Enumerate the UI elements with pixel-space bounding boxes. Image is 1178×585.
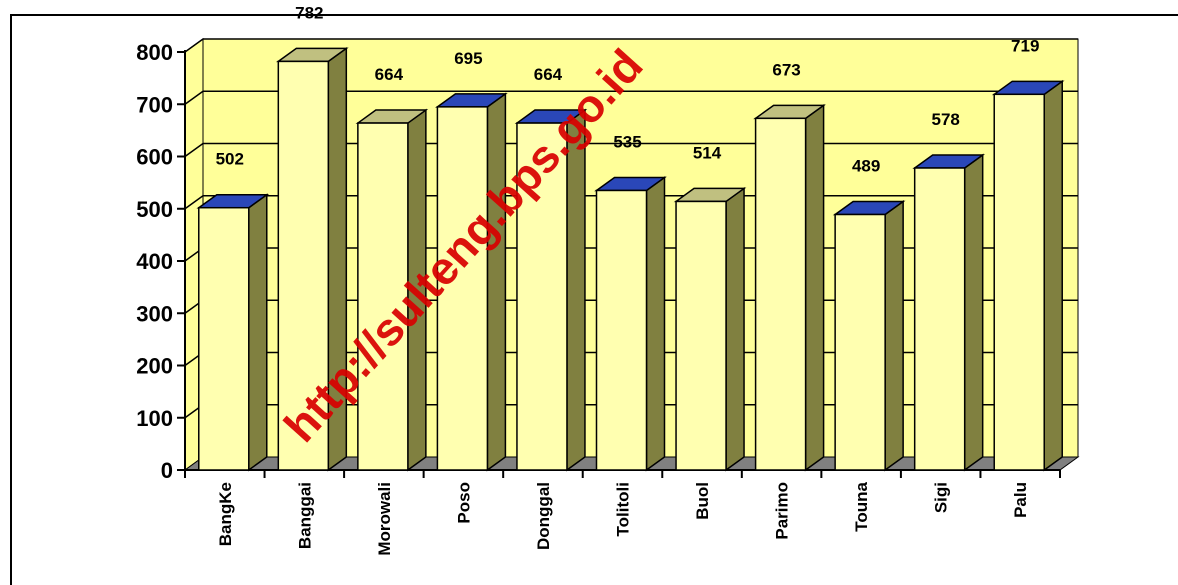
bar: [435, 92, 508, 472]
x-tick-label: Palu: [1011, 482, 1030, 518]
y-tick-label: 200: [136, 354, 173, 379]
bar-front: [993, 93, 1045, 471]
bar-side: [248, 193, 268, 472]
data-label: 673: [772, 60, 800, 79]
y-tick-label: 700: [136, 92, 173, 117]
x-tick-label: Tolitoli: [614, 482, 633, 536]
x-tick-label: Touna: [852, 481, 871, 531]
data-label: 664: [375, 65, 404, 84]
bar-side: [804, 103, 825, 472]
bar-side: [486, 92, 507, 472]
bar-front: [675, 200, 727, 471]
x-tick-label: BangKe: [216, 482, 235, 546]
x-tick-label: Morowali: [375, 482, 394, 556]
data-label: 782: [295, 3, 323, 22]
gridline: [184, 38, 1078, 53]
bar-front: [834, 213, 886, 471]
x-tick-label: Banggai: [295, 482, 314, 549]
bar-side: [725, 186, 745, 472]
bar-side: [884, 200, 904, 472]
data-label: 664: [534, 65, 563, 84]
y-tick-label: 500: [136, 197, 173, 222]
bar-front: [198, 206, 250, 471]
x-tick-label: Donggal: [534, 482, 553, 550]
x-tick-label: Poso: [454, 482, 473, 524]
bar-side: [645, 175, 666, 472]
bar-side: [1043, 79, 1063, 472]
bar-front: [516, 122, 568, 471]
bar-front: [277, 60, 330, 471]
data-label: 578: [931, 110, 959, 129]
x-tick-label: Parimo: [773, 482, 792, 540]
bar-front: [436, 106, 489, 471]
y-tick-label: 600: [136, 145, 173, 170]
data-label: 535: [613, 132, 641, 151]
bar-front: [595, 189, 648, 471]
bar: [912, 153, 986, 472]
bar: [673, 186, 747, 472]
bar: [514, 108, 588, 472]
x-tick-label: Buol: [693, 482, 712, 520]
bar: [991, 79, 1065, 472]
bar-front: [357, 122, 409, 471]
data-label: 514: [693, 143, 722, 162]
y-tick-label: 100: [136, 406, 173, 431]
data-label: 695: [454, 49, 482, 68]
y-tick-label: 300: [136, 301, 173, 326]
bar: [832, 200, 906, 472]
y-tick-label: 800: [136, 40, 173, 65]
bar: [196, 193, 270, 472]
gridline: [184, 90, 1078, 105]
data-label: 489: [852, 156, 880, 175]
data-label: 719: [1011, 36, 1039, 55]
bar-front: [754, 117, 807, 471]
x-tick-label: Sigi: [932, 482, 951, 513]
bar-side: [963, 153, 984, 472]
chart-frame: [10, 14, 1178, 585]
bar: [275, 46, 349, 472]
y-tick-label: 400: [136, 249, 173, 274]
bar: [355, 108, 429, 472]
data-label: 502: [216, 150, 244, 169]
bar: [594, 175, 667, 472]
y-tick-label: 0: [161, 458, 173, 483]
bar-front: [913, 167, 966, 471]
bar: [753, 103, 826, 472]
